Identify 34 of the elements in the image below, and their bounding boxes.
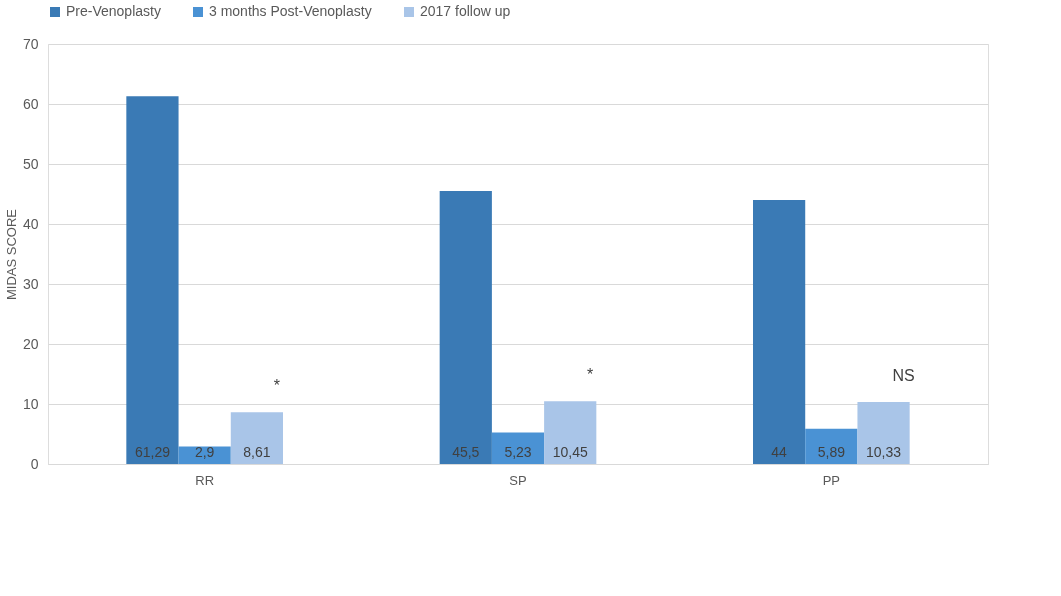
legend-label: Pre-Venoplasty: [66, 3, 161, 19]
data-label: 10,33: [866, 444, 902, 460]
legend-label: 2017 follow up: [420, 3, 511, 19]
x-tick-label: SP: [509, 472, 527, 488]
y-tick-label: 40: [22, 215, 39, 232]
annotation: *: [587, 366, 594, 384]
data-label: 44: [771, 444, 788, 460]
x-tick-label: PP: [822, 472, 841, 488]
data-label: 61,29: [134, 444, 171, 460]
bar: [544, 401, 597, 464]
data-label: 2,9: [194, 444, 215, 460]
y-tick-label: 30: [22, 275, 39, 292]
y-tick-label: 60: [22, 95, 39, 112]
y-tick-label: 0: [30, 455, 39, 472]
bar: [126, 96, 179, 464]
bar: [753, 200, 806, 464]
data-label: 8,61: [243, 444, 271, 460]
x-tick-label: RR: [195, 472, 215, 488]
data-label: 5,89: [817, 444, 846, 460]
data-label: 10,45: [552, 444, 588, 460]
y-tick-label: 10: [22, 395, 39, 412]
data-label: 5,23: [504, 444, 532, 460]
y-axis-title: MIDAS SCORE: [3, 208, 19, 301]
bar: [439, 191, 492, 464]
y-tick-label: 70: [22, 35, 39, 52]
bar: [230, 412, 283, 464]
annotation: *: [273, 377, 281, 395]
y-tick-label: 50: [22, 155, 39, 172]
y-tick-label: 20: [22, 335, 39, 352]
legend-label: 3 months Post-Venoplasty: [209, 3, 372, 19]
bar: [491, 432, 545, 464]
annotation: NS: [892, 367, 915, 385]
bar: [857, 402, 910, 464]
data-label: 45,5: [452, 444, 480, 460]
